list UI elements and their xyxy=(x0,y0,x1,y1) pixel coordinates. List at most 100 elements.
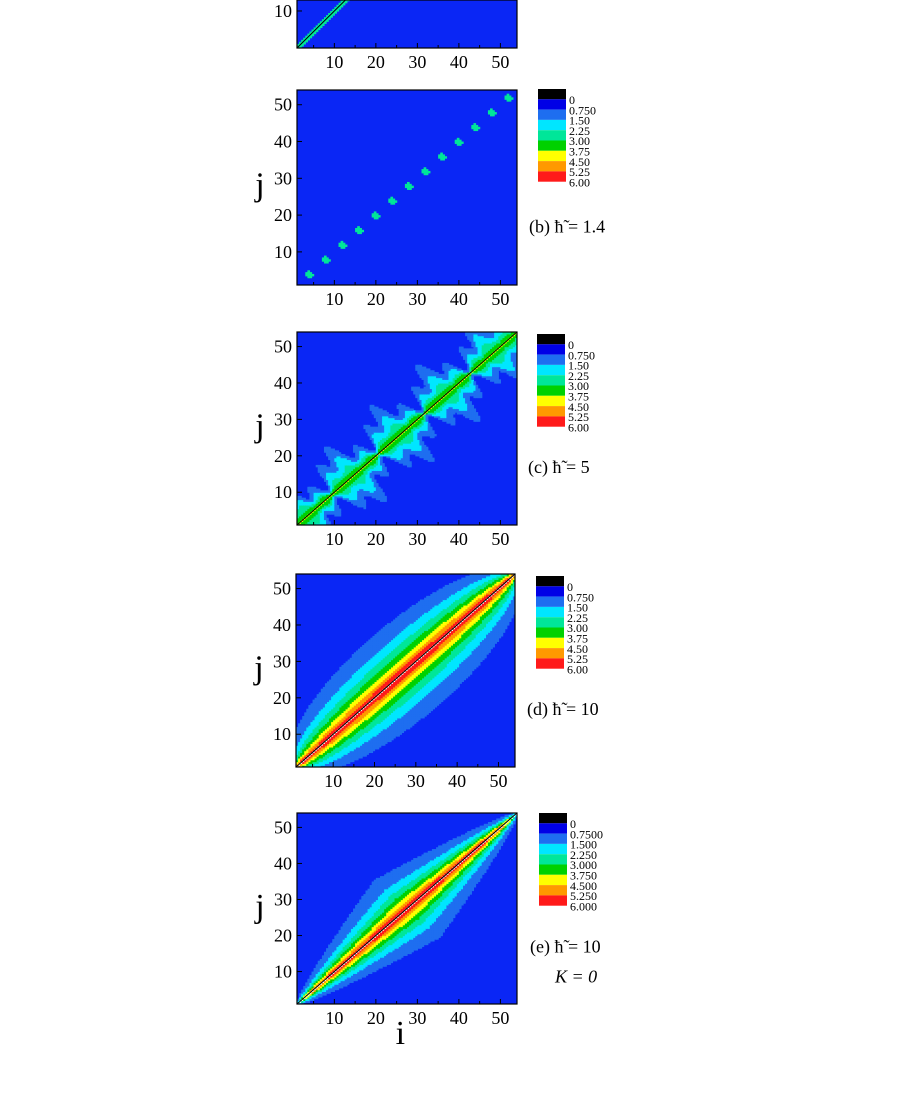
field-cell xyxy=(318,734,322,737)
field-cell xyxy=(421,395,425,399)
field-cell xyxy=(314,714,318,717)
field-cell xyxy=(471,350,475,353)
field-cell xyxy=(333,750,336,754)
field-cell xyxy=(417,392,421,395)
field-cell xyxy=(436,375,439,379)
field-cell xyxy=(446,373,450,377)
field-cell xyxy=(330,472,333,475)
field-cell xyxy=(508,95,512,98)
field-cell xyxy=(377,490,381,493)
field-cell xyxy=(371,495,375,499)
field-cell xyxy=(341,670,345,673)
field-cell xyxy=(477,341,481,344)
field-cell xyxy=(446,410,450,413)
field-cell xyxy=(357,486,360,490)
field-cell xyxy=(452,368,456,371)
field-cell xyxy=(388,424,391,428)
field-cell xyxy=(329,763,332,766)
field-cell xyxy=(377,494,381,497)
field-cell xyxy=(421,388,425,391)
field-cell xyxy=(337,683,340,686)
field-cell xyxy=(344,494,348,497)
field-cell xyxy=(337,692,340,695)
field-cell xyxy=(398,450,402,453)
field-cell xyxy=(411,448,414,451)
field-cell xyxy=(347,752,351,755)
field-cell xyxy=(498,335,501,339)
field-cell xyxy=(323,464,327,468)
field-cell xyxy=(309,519,313,522)
field-cell xyxy=(371,426,375,430)
field-cell xyxy=(500,353,504,357)
field-cell xyxy=(350,492,354,495)
field-cell xyxy=(421,392,425,395)
field-cell xyxy=(353,697,357,701)
field-cell xyxy=(494,339,497,342)
field-cell xyxy=(494,364,497,368)
field-cell xyxy=(344,497,348,501)
y-axis-label: j xyxy=(254,167,264,204)
field-cell xyxy=(398,457,402,461)
field-cell xyxy=(299,510,302,513)
field-cell xyxy=(438,156,441,159)
field-cell xyxy=(333,703,336,706)
field-cell xyxy=(384,499,387,502)
field-cell xyxy=(329,757,332,761)
field-cell xyxy=(444,384,448,388)
field-cell xyxy=(330,510,333,513)
field-cell xyxy=(306,719,309,723)
field-cell xyxy=(446,375,450,379)
field-cell xyxy=(396,421,400,424)
field-cell xyxy=(392,453,396,457)
field-cell xyxy=(323,517,327,521)
field-cell xyxy=(322,705,326,708)
field-cell xyxy=(423,410,427,413)
field-cell xyxy=(343,725,347,728)
field-cell xyxy=(452,397,456,400)
field-cell xyxy=(460,373,464,377)
field-cell xyxy=(307,510,311,513)
field-cell xyxy=(335,705,338,708)
field-cell xyxy=(375,444,379,448)
field-cell xyxy=(490,113,493,117)
field-cell xyxy=(316,752,320,755)
field-cell xyxy=(448,375,452,379)
field-cell xyxy=(363,479,367,482)
field-cell xyxy=(477,353,481,357)
field-cell xyxy=(312,763,316,766)
field-cell xyxy=(452,403,456,406)
field-cell xyxy=(338,475,342,479)
field-cell xyxy=(321,523,325,525)
field-cell xyxy=(305,272,308,275)
field-cell xyxy=(331,708,334,712)
contour-panel-2: 10 20 30 40 501020304050j00.7501.502.253.003… xyxy=(254,89,605,309)
field-cell xyxy=(305,517,308,521)
field-cell xyxy=(340,461,344,464)
field-cell xyxy=(479,361,483,364)
field-cell xyxy=(328,475,331,479)
field-cell xyxy=(357,492,360,495)
field-cell xyxy=(322,710,326,713)
field-cell xyxy=(433,381,437,384)
field-cell xyxy=(331,701,334,704)
field-cell xyxy=(339,716,343,719)
field-cell xyxy=(508,366,512,370)
field-cell xyxy=(340,455,344,459)
field-cell xyxy=(333,746,336,750)
field-cell xyxy=(334,463,338,466)
field-cell xyxy=(458,404,462,408)
field-cell xyxy=(304,726,307,730)
field-cell xyxy=(508,372,512,375)
field-cell xyxy=(345,712,349,715)
field-cell xyxy=(407,448,410,451)
field-cell xyxy=(512,359,516,362)
field-cell xyxy=(448,419,452,422)
field-cell xyxy=(339,730,343,733)
field-cell xyxy=(306,759,309,763)
field-cell xyxy=(331,723,334,726)
field-cell xyxy=(442,362,445,366)
field-cell xyxy=(421,444,425,448)
field-cell xyxy=(465,352,468,355)
field-cell xyxy=(386,453,389,457)
field-cell xyxy=(329,699,332,703)
